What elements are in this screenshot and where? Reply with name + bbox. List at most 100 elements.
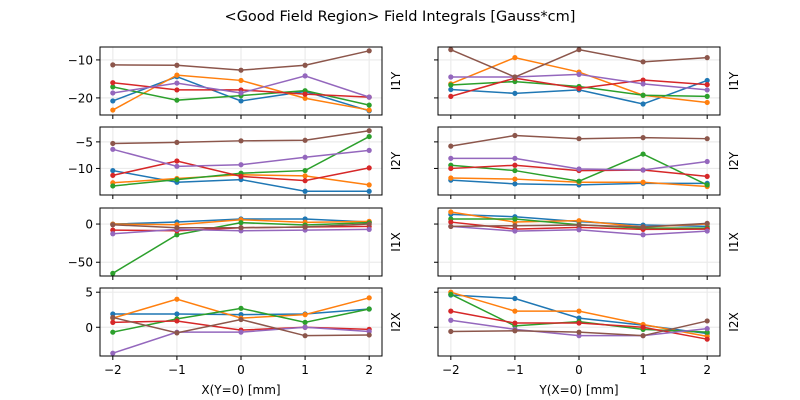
data-point-red — [174, 87, 180, 93]
data-point-red — [174, 158, 180, 164]
data-point-brown — [704, 136, 710, 142]
data-point-brown — [174, 330, 180, 336]
subplot-i2x-right: −2 −1 0 1 2 I2X — [434, 287, 741, 377]
data-point-purple — [512, 155, 518, 161]
data-point-purple — [366, 94, 372, 100]
data-point-green — [238, 220, 244, 226]
data-point-blue — [704, 77, 710, 84]
y-tick-label: −10 — [68, 162, 93, 176]
data-point-red — [366, 165, 372, 171]
subplot-i2y-right: I2Y — [434, 126, 741, 199]
data-point-red — [576, 320, 582, 326]
data-point-blue — [238, 98, 244, 104]
y-tick-label: −20 — [68, 91, 93, 105]
data-point-red — [576, 85, 582, 92]
data-point-green — [366, 102, 372, 108]
row-label-i2x: I2X — [727, 312, 741, 331]
data-point-orange — [448, 209, 454, 215]
data-point-brown — [704, 55, 710, 61]
x-tick-label: 2 — [365, 363, 373, 377]
data-point-brown — [238, 316, 244, 323]
data-point-purple — [366, 147, 372, 153]
row-label-i2x: I2X — [389, 312, 403, 331]
data-point-purple — [576, 71, 582, 77]
data-point-red — [448, 219, 454, 225]
data-point-red — [448, 93, 454, 99]
x-tick-label: −1 — [506, 363, 524, 377]
data-point-orange — [174, 296, 180, 302]
data-point-green — [576, 178, 582, 184]
data-point-orange — [576, 218, 582, 224]
data-point-green — [448, 291, 454, 297]
data-point-brown — [512, 74, 518, 80]
x-axis-label-left: X(Y=0) [mm] — [201, 383, 280, 397]
data-point-purple — [576, 166, 582, 172]
data-point-orange — [640, 179, 646, 185]
data-point-purple — [238, 329, 244, 335]
data-point-purple — [640, 232, 646, 238]
y-tick-label: 0 — [85, 321, 93, 335]
data-point-orange — [302, 312, 308, 318]
data-point-green — [640, 151, 646, 157]
data-point-brown — [576, 136, 582, 142]
data-point-red — [302, 178, 308, 184]
data-point-orange — [366, 107, 372, 113]
data-point-brown — [366, 221, 372, 227]
data-point-purple — [640, 81, 646, 87]
data-point-green — [238, 305, 244, 311]
data-point-brown — [576, 47, 582, 53]
data-point-purple — [110, 146, 116, 152]
data-point-orange — [512, 176, 518, 182]
data-point-purple — [512, 228, 518, 234]
data-point-orange — [448, 175, 454, 181]
chart-title: <Good Field Region> Field Integrals [Gau… — [225, 9, 576, 25]
data-point-blue — [512, 90, 518, 96]
subplot-i1y-right: I1Y — [434, 46, 741, 119]
data-point-blue — [302, 188, 308, 194]
data-point-orange — [174, 72, 180, 78]
data-point-blue — [366, 188, 372, 194]
x-axis-label-right: Y(X=0) [mm] — [538, 383, 618, 397]
x-tick-label: 2 — [703, 363, 711, 377]
data-point-brown — [110, 222, 116, 228]
data-point-green — [302, 167, 308, 174]
data-point-brown — [110, 140, 116, 147]
data-point-blue — [110, 167, 116, 174]
data-point-red — [448, 308, 454, 314]
data-point-brown — [174, 225, 180, 231]
data-point-brown — [174, 139, 180, 146]
data-point-brown — [366, 332, 372, 338]
data-point-green — [640, 92, 646, 98]
data-point-red — [512, 320, 518, 326]
data-point-orange — [366, 295, 372, 301]
row-label-i1x: I1X — [727, 232, 741, 251]
data-point-brown — [640, 224, 646, 230]
data-point-purple — [238, 90, 244, 96]
x-tick-label: −1 — [168, 363, 186, 377]
data-point-purple — [174, 163, 180, 169]
data-point-red — [640, 324, 646, 330]
data-point-brown — [512, 328, 518, 334]
data-point-brown — [110, 62, 116, 68]
data-point-red — [302, 91, 308, 97]
data-point-purple — [302, 154, 308, 160]
subplot-i1y-left: −10 −20 I1Y — [68, 46, 403, 119]
data-point-brown — [238, 138, 244, 144]
data-point-brown — [512, 132, 518, 139]
data-point-purple — [174, 80, 180, 86]
data-point-brown — [512, 223, 518, 229]
y-tick-label: −50 — [68, 256, 93, 270]
data-point-orange — [512, 55, 518, 61]
data-point-green — [302, 319, 308, 325]
data-point-blue — [174, 311, 180, 317]
row-label-i2y: I2Y — [389, 151, 403, 170]
data-point-purple — [704, 158, 710, 165]
data-point-blue — [448, 86, 454, 93]
subplot-i1x-right: I1X — [434, 207, 741, 280]
data-point-orange — [704, 99, 710, 106]
data-point-green — [704, 93, 710, 99]
y-tick-label: −10 — [68, 53, 93, 67]
data-point-orange — [576, 308, 582, 314]
data-point-brown — [238, 67, 244, 73]
